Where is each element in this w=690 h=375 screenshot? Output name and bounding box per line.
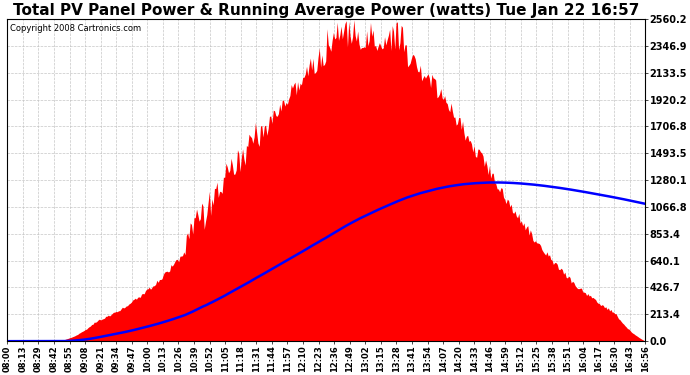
Text: Copyright 2008 Cartronics.com: Copyright 2008 Cartronics.com (10, 24, 141, 33)
Title: Total PV Panel Power & Running Average Power (watts) Tue Jan 22 16:57: Total PV Panel Power & Running Average P… (13, 3, 640, 18)
